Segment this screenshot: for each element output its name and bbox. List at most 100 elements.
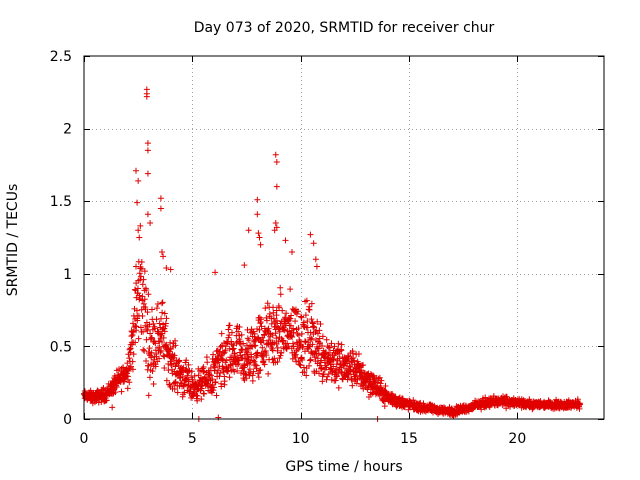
data-point [374,379,381,386]
data-point [264,300,271,307]
data-point [150,381,157,388]
x-tick-label: 5 [188,431,197,447]
data-point [133,167,139,174]
data-point [273,158,280,165]
data-point [314,330,321,337]
data-point [333,365,340,372]
data-point [135,177,142,184]
data-point [302,338,309,345]
data-point [287,286,294,293]
data-point [109,404,116,411]
data-point [262,305,269,312]
data-point [355,350,362,357]
data-point [124,385,131,392]
data-point [314,355,321,362]
data-point [304,324,311,331]
data-point [309,319,316,326]
data-point [273,317,280,324]
data-point [136,270,143,277]
data-point [176,357,183,364]
y-tick-label: 0 [63,412,72,428]
data-point [133,307,140,314]
data-point [157,349,164,356]
data-point [324,373,331,380]
data-point [257,366,264,373]
data-point [228,329,235,336]
data-point [130,351,137,358]
data-point [140,346,147,353]
data-point [113,384,120,391]
data-point [255,374,262,381]
data-point [294,308,301,315]
data-point [147,219,154,226]
data-point [145,392,152,399]
data-point [163,264,170,271]
y-tick-label: 1.5 [50,194,72,210]
data-point [172,379,179,386]
data-point [222,343,229,350]
data-point [183,357,190,364]
data-point [154,301,161,308]
data-point [290,329,297,336]
data-point [360,362,367,369]
data-point [161,310,168,317]
data-point [281,327,288,334]
data-point [201,390,208,397]
data-point [152,363,159,370]
data-point [307,231,314,238]
data-point [420,400,427,407]
data-point [308,335,315,342]
data-point [261,361,268,368]
data-point [157,205,164,212]
data-point [198,385,205,392]
data-point [317,320,324,327]
data-point [295,325,302,332]
data-point [185,361,192,368]
data-point [285,343,292,350]
data-point [132,339,139,346]
data-point [246,360,253,367]
x-tick-label: 0 [80,431,89,447]
data-point [323,364,330,371]
data-point [405,406,412,413]
data-point [265,337,272,344]
data-point [274,358,281,365]
data-point [289,340,296,347]
data-point [204,359,211,366]
data-point [273,183,280,190]
data-point [318,357,325,364]
data-point [289,334,296,341]
data-point [345,372,352,379]
data-point [314,318,321,325]
data-point [144,140,151,147]
data-point [259,344,266,351]
data-point [156,320,163,327]
data-point [209,376,216,383]
data-point [134,317,141,324]
data-point [296,361,303,368]
data-point [234,367,241,374]
data-point [138,265,145,272]
chart-title: Day 073 of 2020, SRMTID for receiver chu… [194,20,495,36]
data-point [252,342,259,349]
data-point [161,364,168,371]
data-point [159,309,166,316]
data-point [344,352,351,359]
data-point [240,340,247,347]
x-tick-label: 10 [292,431,310,447]
data-point [253,362,260,369]
data-point [268,315,275,322]
data-point [126,379,133,386]
data-point [288,333,295,340]
data-point [140,276,147,283]
data-point [279,307,286,314]
data-point [163,377,170,384]
data-point [353,380,360,387]
data-point [364,386,371,393]
data-point [270,304,277,311]
data-point [503,405,510,412]
data-point [121,378,128,385]
data-point [138,258,145,265]
data-point [273,335,280,342]
